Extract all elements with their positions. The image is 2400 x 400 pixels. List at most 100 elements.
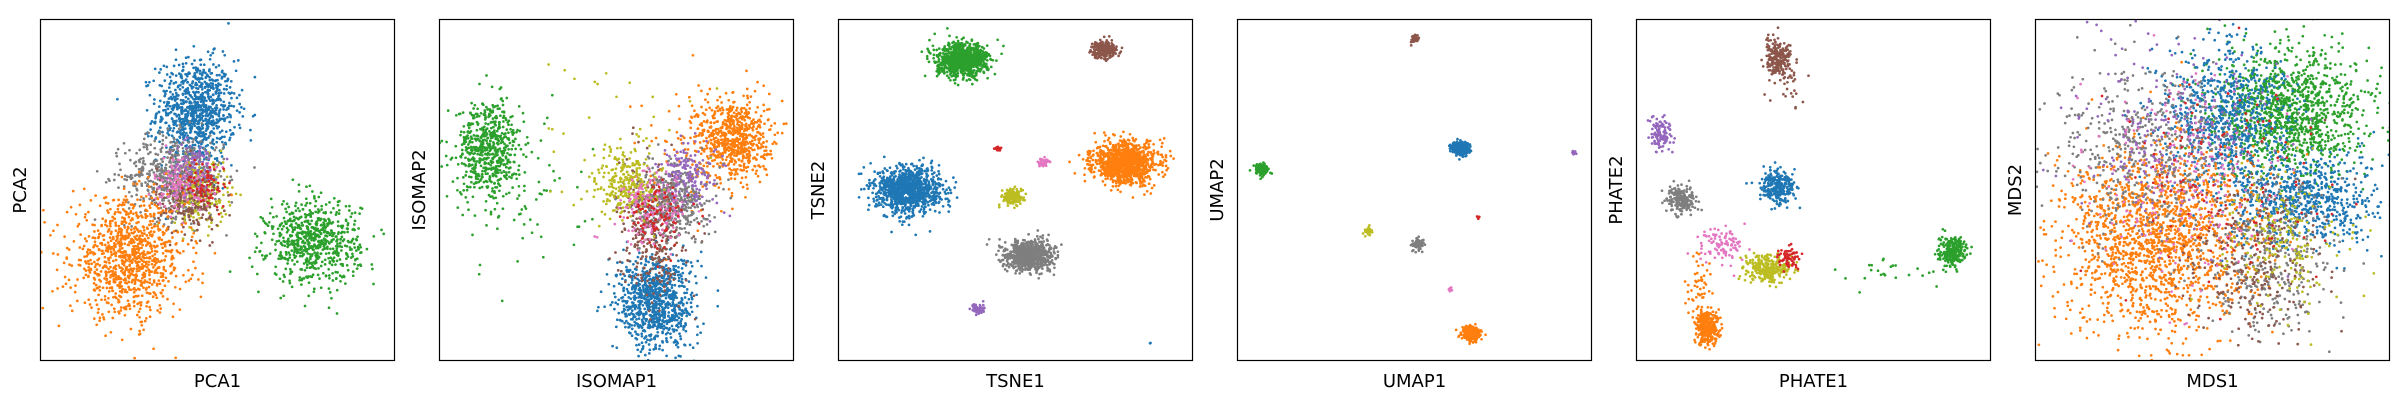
scatter-point [161,273,165,276]
scatter-point [152,214,156,218]
scatter-point [303,213,307,216]
scatter-point [70,309,74,313]
scatter-point [468,139,472,143]
scatter-point [85,218,89,222]
scatter-point [336,232,340,236]
scatter-point [346,268,350,272]
scatter-point [237,123,241,127]
scatter-point [210,119,213,123]
scatter-point [320,208,323,211]
scatter-point [306,220,309,224]
scatter-point [181,93,185,96]
scatter-point [200,87,204,91]
scatter-point [191,203,195,207]
scatter-point [194,90,198,94]
scatter-point [194,171,197,175]
scatter-point [109,250,113,254]
scatter-point [174,48,178,52]
scatter-point [164,229,168,232]
scatter-point [131,218,134,222]
scatter-point [167,124,171,128]
scatter-point [338,242,342,245]
scatter-point [763,122,766,126]
scatter-point [177,167,180,171]
scatter-point [124,195,128,198]
scatter-point [321,271,325,275]
scatter-point [228,86,232,89]
scatter-point [178,211,182,215]
scatter-point [308,266,312,270]
scatter-point [221,205,225,208]
scatter-point [78,203,82,207]
scatter-point [185,156,188,159]
scatter-point [511,128,515,132]
scatter-point [197,160,201,163]
scatter-point [491,133,495,136]
scatter-point [142,159,145,163]
scatter-point [317,216,321,220]
isomap1-cluster-0 [439,74,543,222]
scatter-point [359,245,363,249]
scatter-point [181,237,185,241]
scatter-point [505,162,509,165]
scatter-point [181,141,185,144]
scatter-point [142,142,145,146]
scatter-point [334,270,338,274]
scatter-point [344,251,348,255]
scatter-point [336,220,340,223]
scatter-point [164,113,168,117]
scatter-point [194,251,198,255]
scatter-point [753,120,757,124]
scatter-point [181,125,185,128]
scatter-point [197,90,200,94]
scatter-point [196,228,199,232]
scatter-point [704,108,708,112]
scatter-point [193,196,197,199]
scatter-point [469,164,472,167]
scatter-point [316,233,319,237]
scatter-point [124,278,128,282]
scatter-point [135,221,138,225]
scatter-point [179,125,182,129]
scatter-point [172,302,175,306]
scatter-point [769,149,773,153]
scatter-point [178,251,182,255]
scatter-point [466,143,470,146]
scatter-point [93,243,97,247]
scatter-point [762,109,766,113]
scatter-point [307,247,310,251]
scatter-point [475,134,478,138]
scatter-point [195,179,199,183]
scatter-point [545,189,548,192]
scatter-point [298,236,302,240]
scatter-point [212,168,216,171]
scatter-point [170,204,173,208]
scatter-point [226,107,230,110]
scatter-point [341,264,345,268]
scatter-point [153,173,157,177]
scatter-point [97,257,101,261]
scatter-point [153,249,157,253]
scatter-point [372,282,375,286]
scatter-point [316,273,320,277]
scatter-point [324,226,327,229]
scatter-point [125,175,129,178]
scatter-point [142,229,146,232]
scatter-point [129,211,132,215]
scatter-point [474,145,478,149]
scatter-point [103,294,107,298]
scatter-point [720,138,724,141]
scatter-point [104,260,108,264]
scatter-point [745,87,749,91]
scatter-point [325,234,329,238]
scatter-point [193,124,197,128]
scatter-point [135,182,139,186]
scatter-point [72,240,76,243]
scatter-point [493,181,496,185]
scatter-point [335,247,339,251]
scatter-point [114,151,118,155]
scatter-point [293,256,297,259]
scatter-point [210,218,214,222]
scatter-point [465,170,468,174]
scatter-point [123,242,127,246]
